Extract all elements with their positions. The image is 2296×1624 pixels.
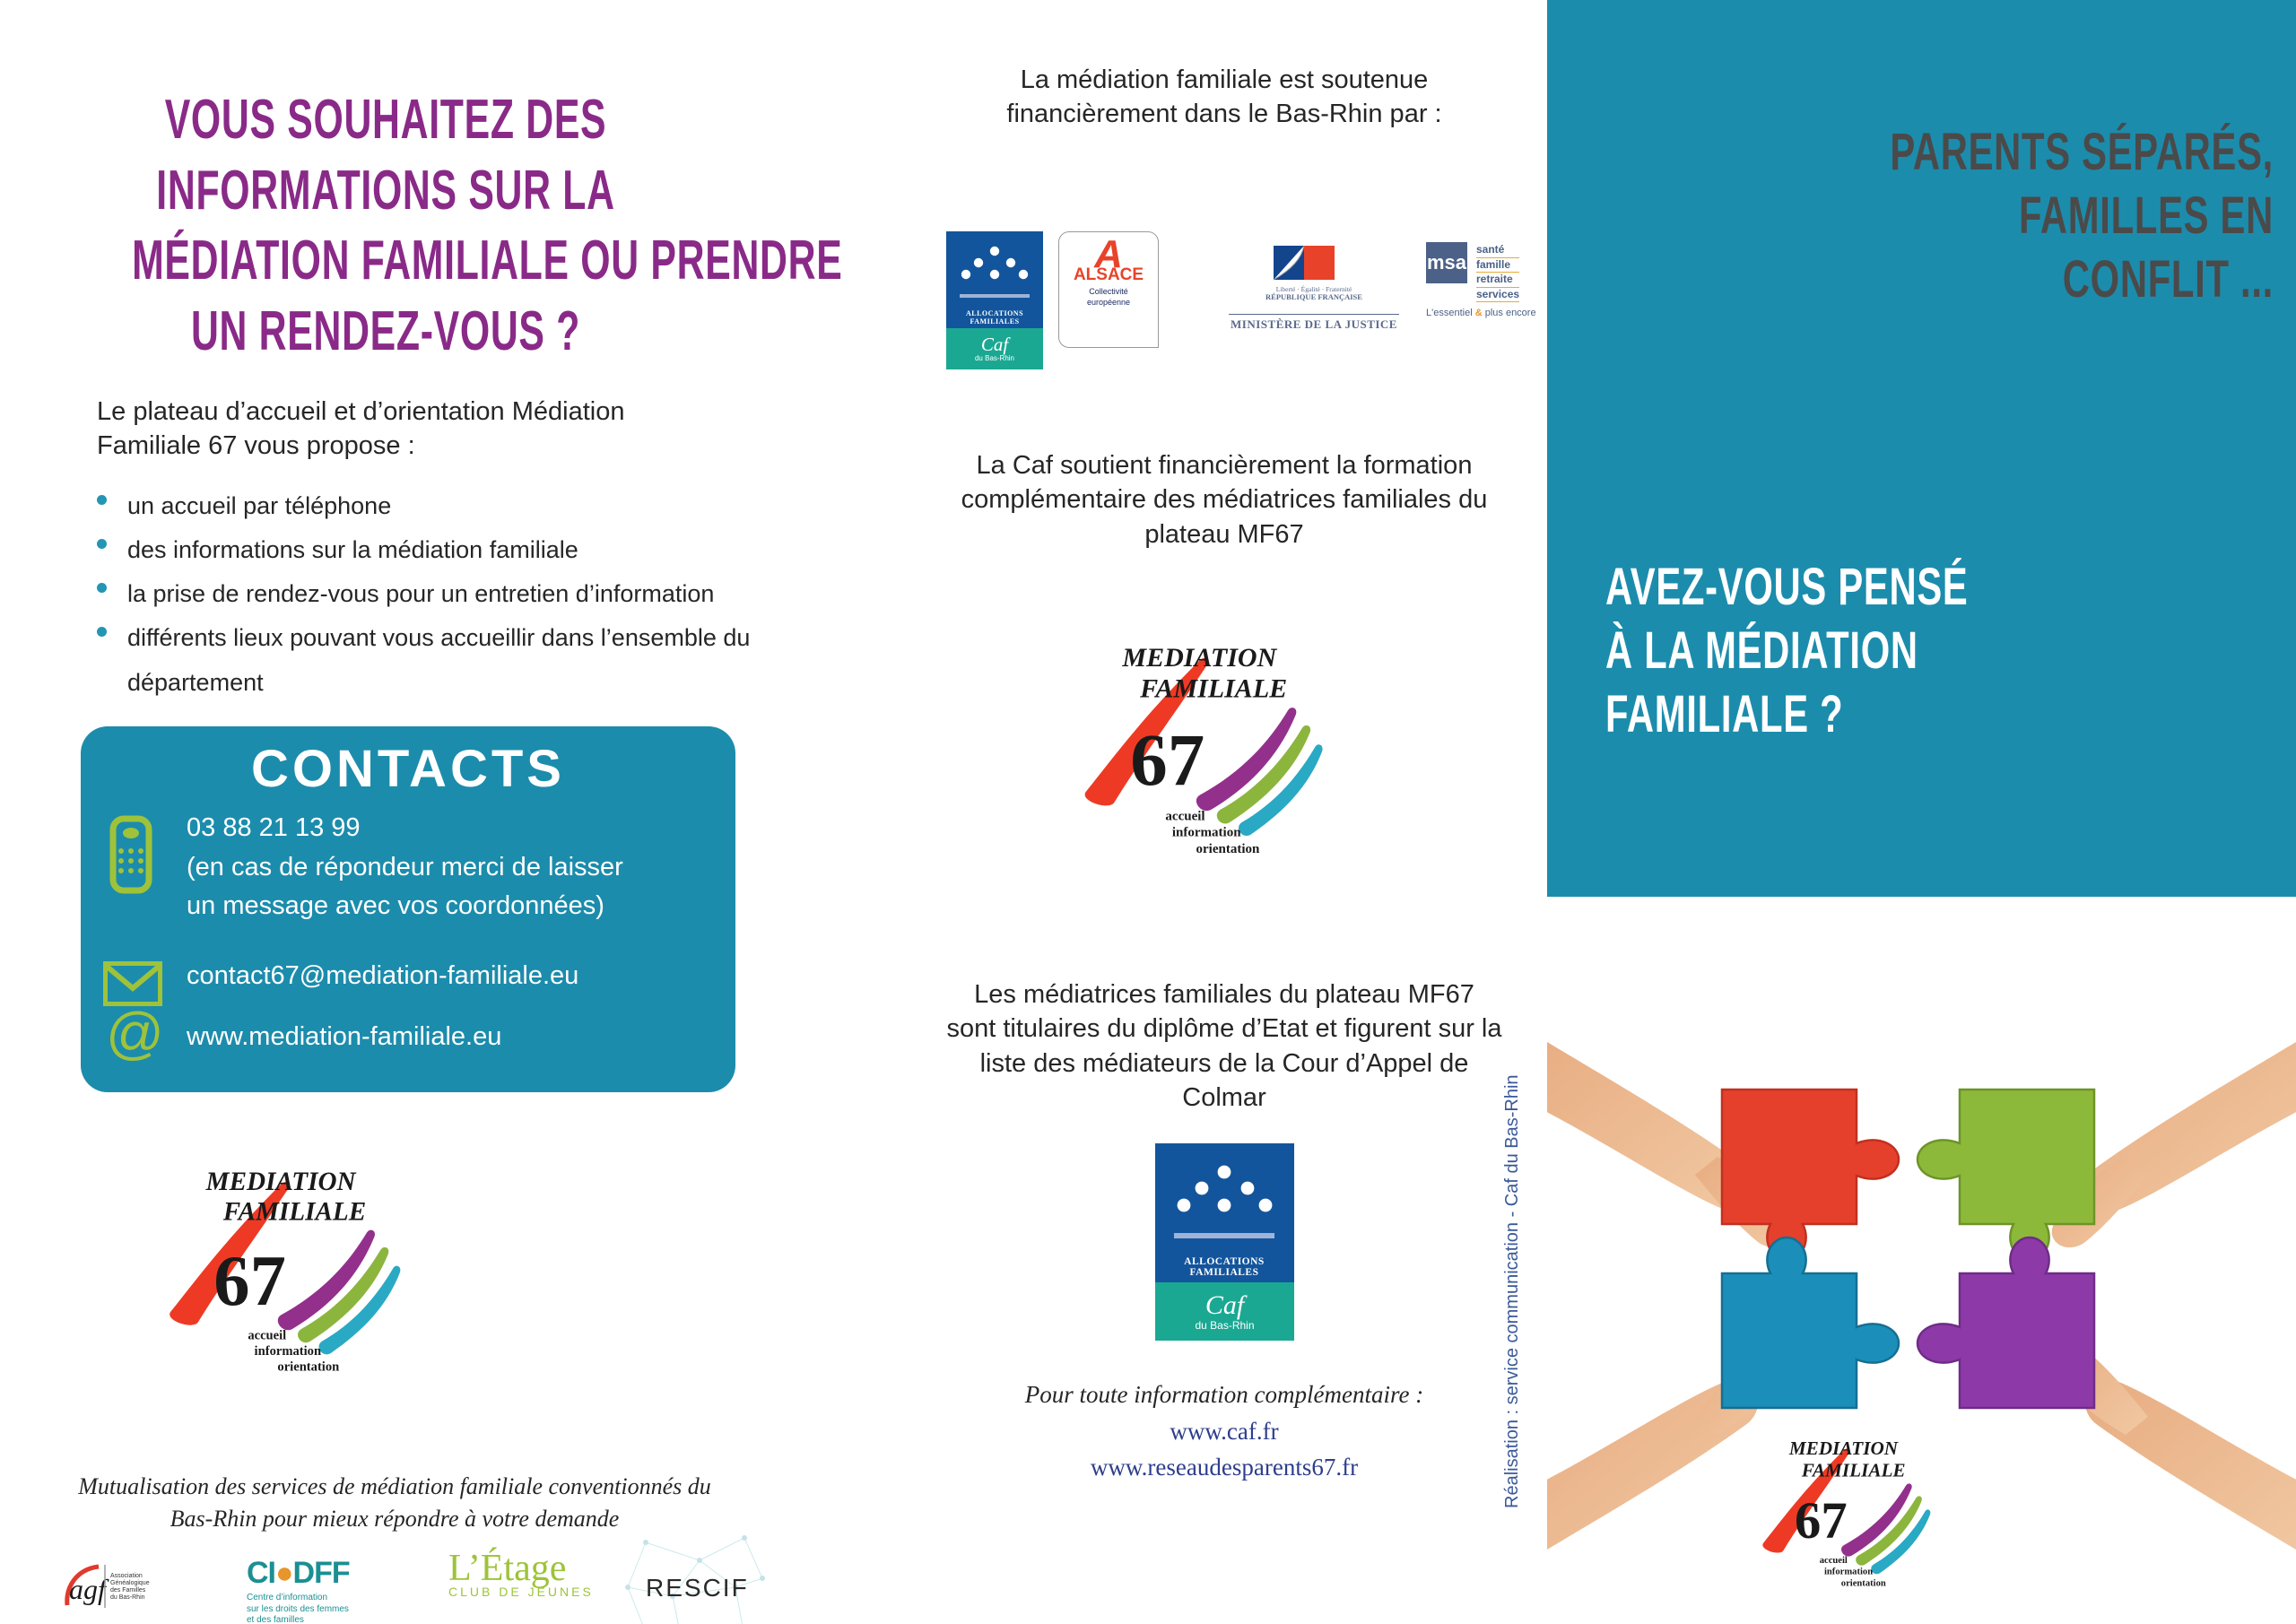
svg-text:orientation: orientation xyxy=(1841,1579,1886,1589)
svg-text:ALLOCATIONS: ALLOCATIONS xyxy=(966,309,1023,317)
svg-text:orientation: orientation xyxy=(1196,842,1261,856)
svg-text:MEDIATION: MEDIATION xyxy=(1788,1437,1899,1459)
svg-text:orientation: orientation xyxy=(277,1360,339,1375)
svg-text:67: 67 xyxy=(213,1241,286,1321)
svg-text:FAMILIALES: FAMILIALES xyxy=(970,317,1019,326)
svg-text:des Familles: des Familles xyxy=(110,1587,146,1594)
svg-text:accueil: accueil xyxy=(1820,1556,1848,1566)
svg-text:accueil: accueil xyxy=(1165,810,1205,824)
svg-text:agf: agf xyxy=(69,1573,109,1605)
svg-text:Généalogique: Généalogique xyxy=(110,1580,150,1586)
svg-text:FAMILIALE: FAMILIALE xyxy=(222,1198,366,1227)
svg-text:Association: Association xyxy=(110,1573,143,1579)
svg-text:FAMILIALE: FAMILIALE xyxy=(1801,1459,1906,1481)
svg-text:RÉPUBLIQUE FRANÇAISE: RÉPUBLIQUE FRANÇAISE xyxy=(1265,292,1362,301)
svg-text:du Bas-Rhin: du Bas-Rhin xyxy=(110,1594,145,1601)
svg-text:information: information xyxy=(255,1344,322,1359)
svg-text:FAMILIALES: FAMILIALES xyxy=(1190,1267,1259,1278)
svg-text:information: information xyxy=(1824,1568,1873,1577)
svg-text:67: 67 xyxy=(1795,1491,1848,1550)
svg-text:MEDIATION: MEDIATION xyxy=(1121,643,1277,673)
svg-text:67: 67 xyxy=(1130,718,1205,801)
svg-text:information: information xyxy=(1172,826,1241,840)
svg-text:MEDIATION: MEDIATION xyxy=(205,1168,357,1196)
svg-text:accueil: accueil xyxy=(248,1328,286,1342)
svg-text:ALLOCATIONS: ALLOCATIONS xyxy=(1184,1256,1265,1267)
svg-text:FAMILIALE: FAMILIALE xyxy=(1139,674,1287,704)
